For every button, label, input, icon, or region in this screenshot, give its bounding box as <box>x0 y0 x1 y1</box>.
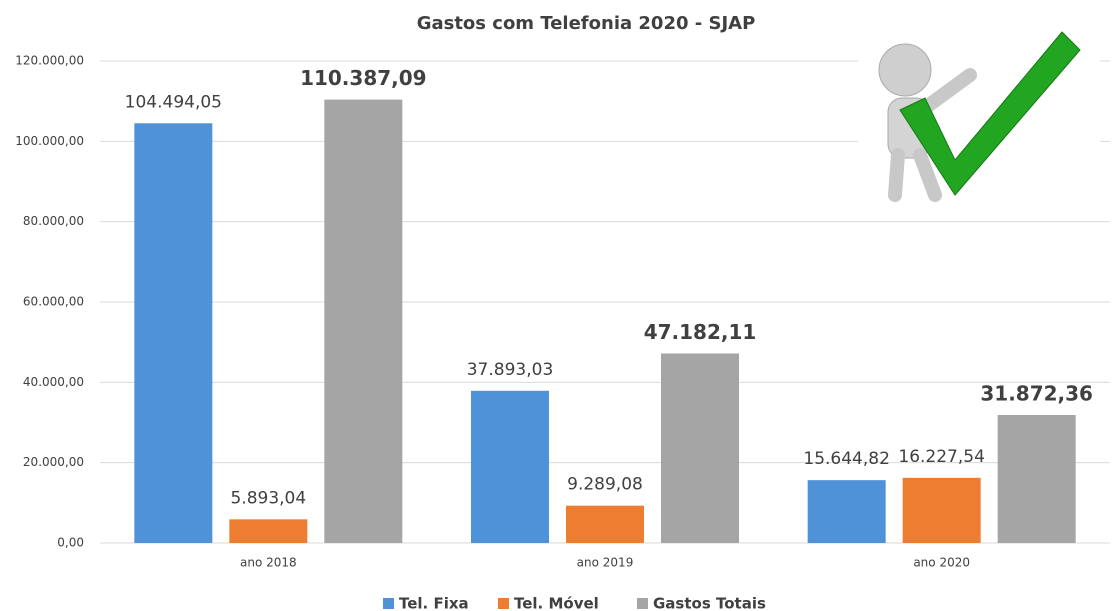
value-label: 15.644,82 <box>803 449 890 469</box>
legend-swatch <box>383 598 394 609</box>
legend-swatch <box>637 598 648 609</box>
bar <box>566 506 644 543</box>
y-tick-label: 80.000,00 <box>23 214 84 228</box>
value-label: 104.494,05 <box>125 92 222 112</box>
bar <box>808 480 886 543</box>
y-tick-label: 120.000,00 <box>15 54 84 68</box>
legend-label: Tel. Móvel <box>514 595 599 611</box>
legend-swatch <box>498 598 509 609</box>
bar <box>661 353 739 543</box>
bar <box>471 391 549 543</box>
value-label: 110.387,09 <box>300 66 427 90</box>
clipart <box>858 25 1100 217</box>
y-tick-label: 20.000,00 <box>23 455 84 469</box>
value-label: 16.227,54 <box>898 447 985 467</box>
value-label: 5.893,04 <box>230 488 306 508</box>
y-tick-label: 40.000,00 <box>23 375 84 389</box>
y-tick-label: 60.000,00 <box>23 295 84 309</box>
figure-head <box>879 44 931 96</box>
bar <box>134 123 212 543</box>
y-tick-label: 100.000,00 <box>15 134 84 148</box>
x-tick-label: ano 2018 <box>240 556 297 570</box>
legend-label: Tel. Fixa <box>399 595 469 611</box>
value-label: 9.289,08 <box>567 475 643 495</box>
value-label: 47.182,11 <box>644 320 757 344</box>
legend-label: Gastos Totais <box>653 595 766 611</box>
chart-title: Gastos com Telefonia 2020 - SJAP <box>417 13 756 34</box>
x-tick-label: ano 2019 <box>577 556 634 570</box>
chart: Gastos com Telefonia 2020 - SJAP 0,00 20.… <box>0 0 1116 611</box>
x-tick-label: ano 2020 <box>913 556 970 570</box>
bar <box>903 478 981 543</box>
bar <box>998 415 1076 543</box>
bar <box>324 100 402 543</box>
value-label: 31.872,36 <box>980 381 1093 405</box>
bar <box>229 519 307 543</box>
y-tick-label: 0,00 <box>57 536 84 550</box>
value-label: 37.893,03 <box>467 360 554 380</box>
